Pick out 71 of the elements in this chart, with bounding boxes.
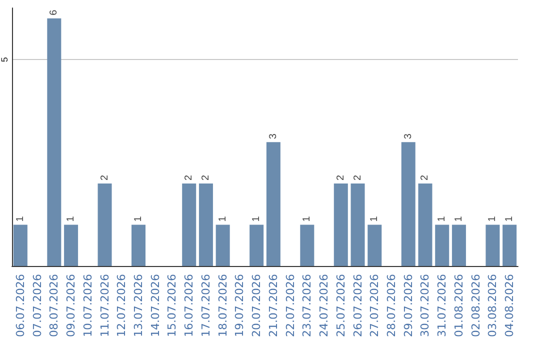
data-label: 1: [436, 216, 448, 222]
data-label: 2: [420, 174, 431, 180]
bar: [435, 224, 450, 266]
x-tick-label: 07.07.2026: [30, 274, 44, 338]
x-tick-label: 25.07.2026: [334, 274, 348, 338]
bar: [418, 183, 432, 266]
data-label: 1: [504, 216, 516, 222]
bar: [266, 142, 280, 266]
x-tick-label: 24.07.2026: [318, 274, 331, 338]
data-label: 2: [99, 174, 110, 180]
x-tick-label: 18.07.2026: [216, 274, 230, 338]
bar: [13, 224, 28, 266]
data-label: 1: [133, 216, 144, 222]
x-tick-label: 11.07.2026: [98, 274, 112, 338]
x-tick-label: 12.07.2026: [115, 274, 128, 338]
x-tick-label: 21.07.2026: [266, 274, 280, 338]
x-tick-label: 09.07.2026: [64, 274, 78, 338]
data-label: 1: [302, 216, 313, 222]
bar: [64, 224, 78, 266]
bar: [452, 224, 466, 266]
x-tick-label: 01.08.2026: [452, 274, 466, 338]
y-tick-label: 5: [0, 57, 10, 62]
data-label: 2: [184, 174, 195, 180]
data-label: 1: [251, 216, 262, 222]
x-tick-label: 08.07.2026: [48, 274, 61, 338]
data-label: 1: [66, 216, 77, 222]
x-tick-label: 10.07.2026: [81, 274, 94, 338]
x-tick-label: 20.07.2026: [250, 274, 264, 338]
x-tick-label: 22.07.2026: [284, 274, 297, 338]
bar: [182, 183, 196, 266]
x-tick-label: 15.07.2026: [166, 274, 179, 338]
bar: [334, 183, 348, 266]
x-tick-label: 27.07.2026: [368, 274, 382, 338]
data-label: 1: [14, 216, 26, 222]
data-label: 1: [453, 216, 464, 222]
data-label: 3: [268, 133, 279, 140]
data-label: 2: [200, 174, 212, 180]
data-label: 2: [352, 174, 364, 180]
x-tick-label: 19.07.2026: [233, 274, 246, 338]
bar: [250, 224, 264, 266]
bar: [401, 142, 416, 266]
x-tick-label: 23.07.2026: [300, 274, 314, 338]
bar: [132, 224, 146, 266]
data-label: 1: [217, 216, 228, 222]
bar: [502, 224, 517, 266]
x-tick-label: 17.07.2026: [199, 274, 212, 338]
bar: [98, 183, 112, 266]
data-label: 1: [487, 216, 498, 222]
x-tick-label: 06.07.2026: [14, 274, 27, 338]
x-tick-label: 29.07.2026: [402, 274, 415, 338]
x-tick-label: 14.07.2026: [148, 274, 162, 338]
bar: [216, 224, 230, 266]
x-tick-label: 16.07.2026: [182, 274, 196, 338]
data-label: 1: [369, 216, 380, 222]
x-tick-label: 31.07.2026: [436, 274, 449, 338]
x-tick-label: 04.08.2026: [503, 274, 516, 338]
data-label: 6: [48, 9, 60, 16]
data-label: 3: [402, 133, 414, 140]
x-tick-label: 03.08.2026: [486, 274, 500, 338]
x-tick-label: 13.07.2026: [132, 274, 145, 338]
bar: [486, 224, 500, 266]
x-tick-label: 28.07.2026: [385, 274, 398, 338]
bar: [368, 224, 382, 266]
bar: [300, 224, 314, 266]
data-label: 2: [335, 174, 346, 180]
bar: [47, 18, 62, 266]
x-tick-label: 26.07.2026: [351, 274, 364, 338]
bar: [350, 183, 365, 266]
x-tick-label: 30.07.2026: [418, 274, 432, 338]
x-tick-label: 02.08.2026: [469, 274, 482, 338]
bar: [198, 183, 213, 266]
